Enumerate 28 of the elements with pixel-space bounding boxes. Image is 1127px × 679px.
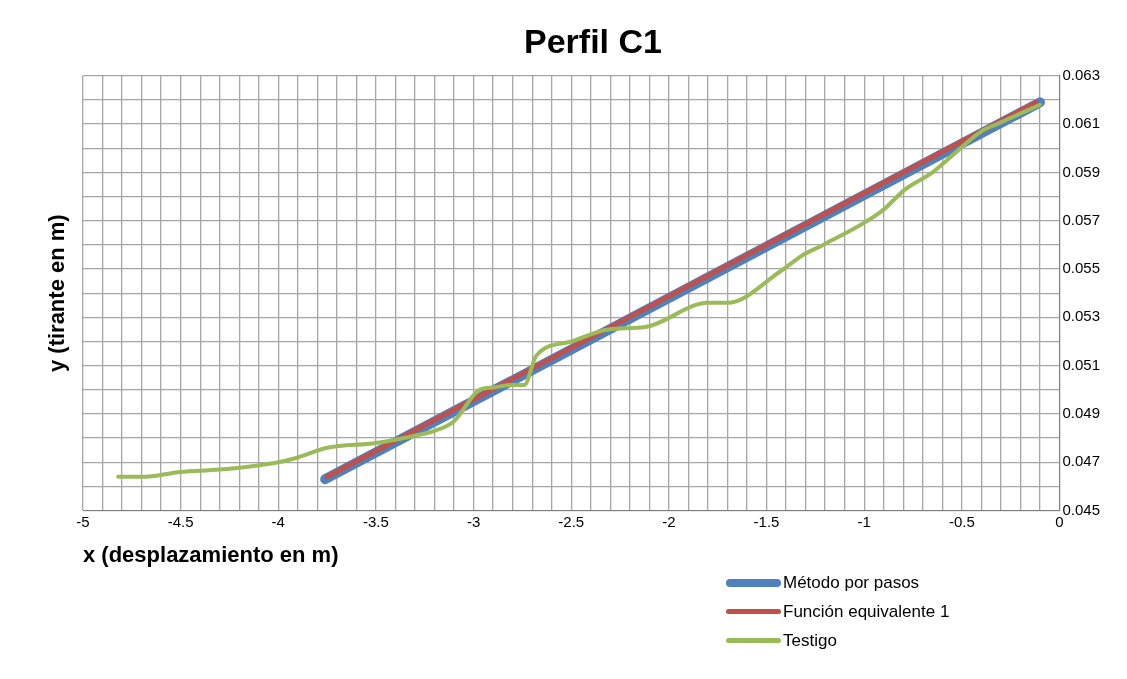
x-axis-title: x (desplazamiento en m) [83,541,339,567]
x-tick-label: -1 [857,512,871,530]
x-tick-label: -5 [76,512,90,530]
y-tick-label: 0.059 [1062,162,1101,180]
y-tick-label: 0.063 [1062,65,1101,83]
y-tick-label: 0.049 [1062,404,1101,422]
x-tick-label: -4 [271,512,285,530]
x-tick-label: -3 [466,512,481,530]
y-tick-label: 0.045 [1062,500,1101,518]
legend-label: Método por pasos [783,572,920,593]
y-tick-label: 0.057 [1062,210,1101,228]
x-tick-label: -1.5 [753,512,780,530]
y-axis-title: y (tirante en m) [44,214,70,373]
x-tick-label: 0 [1055,512,1064,530]
line-series [116,102,1042,479]
x-tick-label: -3.5 [363,512,389,530]
chart-title: Perfil C1 [524,21,662,60]
x-tick-label: -2 [662,512,676,530]
x-tick-label: -4.5 [167,512,194,530]
y-tick-label: 0.061 [1062,114,1101,132]
legend-label: Testigo [783,630,837,651]
x-tick-label: -0.5 [948,512,975,530]
y-tick-label: 0.053 [1062,307,1101,325]
y-tick-label: 0.047 [1062,452,1101,470]
x-tick-label: -2.5 [558,512,585,530]
y-tick-label: 0.055 [1062,259,1101,277]
y-tick-label: 0.051 [1062,355,1101,373]
legend-label: Función equivalente 1 [783,601,950,622]
